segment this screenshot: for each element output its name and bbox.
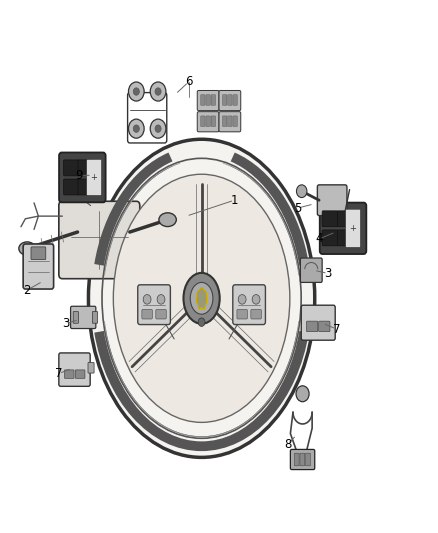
FancyBboxPatch shape bbox=[290, 449, 315, 470]
FancyBboxPatch shape bbox=[223, 116, 227, 126]
Circle shape bbox=[198, 318, 205, 326]
Ellipse shape bbox=[190, 282, 213, 314]
Ellipse shape bbox=[88, 139, 315, 457]
Text: 3: 3 bbox=[324, 267, 332, 280]
FancyBboxPatch shape bbox=[31, 247, 46, 260]
FancyBboxPatch shape bbox=[318, 185, 347, 216]
FancyBboxPatch shape bbox=[138, 285, 170, 325]
FancyBboxPatch shape bbox=[300, 453, 305, 466]
Circle shape bbox=[150, 82, 166, 101]
FancyBboxPatch shape bbox=[75, 370, 85, 378]
FancyBboxPatch shape bbox=[64, 160, 79, 176]
Text: +: + bbox=[91, 173, 98, 182]
Circle shape bbox=[133, 88, 139, 95]
FancyBboxPatch shape bbox=[78, 179, 94, 195]
Text: 5: 5 bbox=[293, 201, 301, 215]
FancyBboxPatch shape bbox=[233, 116, 237, 126]
FancyBboxPatch shape bbox=[201, 116, 205, 126]
Circle shape bbox=[143, 295, 151, 304]
FancyBboxPatch shape bbox=[346, 209, 360, 247]
FancyBboxPatch shape bbox=[322, 211, 338, 227]
FancyBboxPatch shape bbox=[219, 112, 241, 132]
FancyBboxPatch shape bbox=[59, 201, 140, 279]
FancyBboxPatch shape bbox=[294, 453, 299, 466]
FancyBboxPatch shape bbox=[306, 453, 311, 466]
FancyBboxPatch shape bbox=[59, 353, 90, 386]
FancyBboxPatch shape bbox=[64, 179, 79, 195]
FancyBboxPatch shape bbox=[251, 310, 261, 319]
Text: 3: 3 bbox=[62, 317, 70, 330]
FancyBboxPatch shape bbox=[23, 244, 53, 289]
Text: 7: 7 bbox=[333, 322, 340, 336]
FancyBboxPatch shape bbox=[73, 312, 78, 323]
Circle shape bbox=[155, 88, 161, 95]
Circle shape bbox=[155, 125, 161, 132]
Circle shape bbox=[150, 119, 166, 138]
FancyBboxPatch shape bbox=[156, 310, 166, 319]
FancyBboxPatch shape bbox=[322, 230, 338, 246]
FancyBboxPatch shape bbox=[228, 116, 232, 126]
FancyBboxPatch shape bbox=[78, 160, 94, 176]
Ellipse shape bbox=[19, 242, 35, 255]
FancyBboxPatch shape bbox=[237, 310, 247, 319]
Text: 8: 8 bbox=[284, 438, 291, 450]
Text: 4: 4 bbox=[315, 232, 323, 245]
Ellipse shape bbox=[159, 213, 177, 227]
FancyBboxPatch shape bbox=[197, 91, 219, 111]
Circle shape bbox=[252, 295, 260, 304]
Circle shape bbox=[296, 386, 309, 402]
FancyBboxPatch shape bbox=[71, 306, 96, 328]
Circle shape bbox=[128, 82, 144, 101]
FancyBboxPatch shape bbox=[219, 91, 241, 111]
FancyBboxPatch shape bbox=[233, 285, 265, 325]
Circle shape bbox=[157, 295, 165, 304]
FancyBboxPatch shape bbox=[88, 362, 94, 373]
Text: +: + bbox=[350, 224, 357, 233]
FancyBboxPatch shape bbox=[223, 95, 227, 106]
FancyBboxPatch shape bbox=[206, 95, 210, 106]
FancyBboxPatch shape bbox=[92, 312, 98, 323]
FancyBboxPatch shape bbox=[197, 112, 219, 132]
FancyBboxPatch shape bbox=[307, 321, 318, 332]
FancyBboxPatch shape bbox=[142, 310, 152, 319]
FancyBboxPatch shape bbox=[337, 211, 353, 227]
FancyBboxPatch shape bbox=[87, 159, 102, 196]
Polygon shape bbox=[197, 287, 207, 310]
Circle shape bbox=[133, 125, 139, 132]
FancyBboxPatch shape bbox=[233, 95, 237, 106]
Text: 9: 9 bbox=[75, 169, 83, 182]
FancyBboxPatch shape bbox=[300, 258, 322, 282]
FancyBboxPatch shape bbox=[301, 305, 335, 340]
FancyBboxPatch shape bbox=[320, 203, 366, 254]
FancyBboxPatch shape bbox=[201, 95, 205, 106]
FancyBboxPatch shape bbox=[211, 95, 215, 106]
Text: 2: 2 bbox=[23, 284, 30, 297]
Circle shape bbox=[297, 185, 307, 198]
FancyBboxPatch shape bbox=[337, 230, 353, 246]
Circle shape bbox=[238, 295, 246, 304]
FancyBboxPatch shape bbox=[228, 95, 232, 106]
FancyBboxPatch shape bbox=[64, 370, 74, 378]
FancyBboxPatch shape bbox=[206, 116, 210, 126]
Ellipse shape bbox=[113, 174, 290, 422]
FancyBboxPatch shape bbox=[59, 152, 106, 203]
FancyBboxPatch shape bbox=[319, 321, 330, 332]
Text: 1: 1 bbox=[230, 193, 238, 207]
Text: 7: 7 bbox=[55, 367, 63, 380]
FancyBboxPatch shape bbox=[211, 116, 215, 126]
Ellipse shape bbox=[184, 273, 220, 324]
Circle shape bbox=[128, 119, 144, 138]
Text: 6: 6 bbox=[185, 76, 192, 88]
